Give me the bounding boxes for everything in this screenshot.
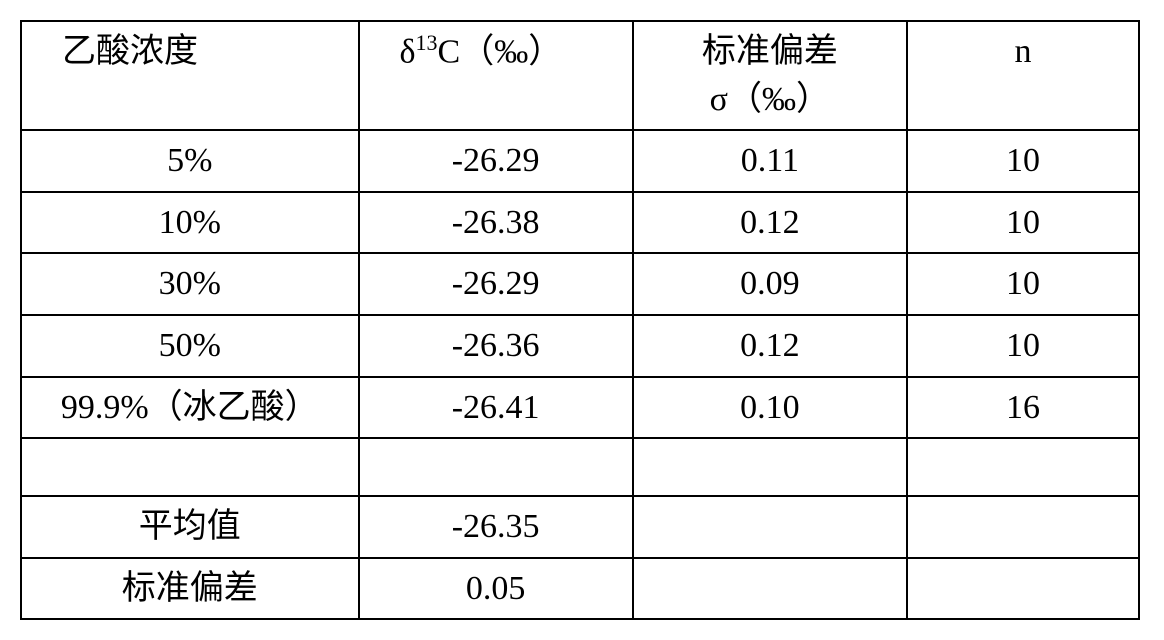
table-cell: 10 xyxy=(907,315,1139,377)
table-cell xyxy=(633,558,907,620)
table-cell: 5% xyxy=(21,130,359,192)
table-cell: 0.09 xyxy=(633,253,907,315)
table-cell xyxy=(907,558,1139,620)
table-cell: 0.05 xyxy=(359,558,633,620)
table-header-row: 乙酸浓度 δ13C（‰） 标准偏差σ（‰） n xyxy=(21,21,1139,130)
table-cell: 30% xyxy=(21,253,359,315)
table-row: 50%-26.360.1210 xyxy=(21,315,1139,377)
table-body: 5%-26.290.111010%-26.380.121030%-26.290.… xyxy=(21,130,1139,619)
table-cell: 10 xyxy=(907,130,1139,192)
table-row xyxy=(21,438,1139,496)
table-cell: 50% xyxy=(21,315,359,377)
table-cell: 0.10 xyxy=(633,377,907,439)
table-cell: 10 xyxy=(907,192,1139,254)
data-table: 乙酸浓度 δ13C（‰） 标准偏差σ（‰） n 5%-26.290.111010… xyxy=(20,20,1140,620)
table-row: 99.9%（冰乙酸）-26.410.1016 xyxy=(21,377,1139,439)
table-cell xyxy=(907,438,1139,496)
table-row: 30%-26.290.0910 xyxy=(21,253,1139,315)
col-header-n: n xyxy=(907,21,1139,130)
table-cell: 99.9%（冰乙酸） xyxy=(21,377,359,439)
table-row: 5%-26.290.1110 xyxy=(21,130,1139,192)
table-cell: 0.11 xyxy=(633,130,907,192)
table-cell: 0.12 xyxy=(633,315,907,377)
table-cell xyxy=(633,496,907,558)
table-row: 平均值-26.35 xyxy=(21,496,1139,558)
table-cell: 10 xyxy=(907,253,1139,315)
col-header-delta13c: δ13C（‰） xyxy=(359,21,633,130)
table-cell: 0.12 xyxy=(633,192,907,254)
table-cell: -26.41 xyxy=(359,377,633,439)
table-cell: 平均值 xyxy=(21,496,359,558)
col-header-stddev: 标准偏差σ（‰） xyxy=(633,21,907,130)
table-cell xyxy=(633,438,907,496)
table-cell: 标准偏差 xyxy=(21,558,359,620)
table-cell xyxy=(359,438,633,496)
table-cell xyxy=(21,438,359,496)
table-cell: -26.29 xyxy=(359,130,633,192)
table-cell: -26.35 xyxy=(359,496,633,558)
table-cell: -26.36 xyxy=(359,315,633,377)
col-header-concentration: 乙酸浓度 xyxy=(21,21,359,130)
table-cell: 16 xyxy=(907,377,1139,439)
table-cell: 10% xyxy=(21,192,359,254)
table-cell: -26.38 xyxy=(359,192,633,254)
table-cell: -26.29 xyxy=(359,253,633,315)
table-row: 10%-26.380.1210 xyxy=(21,192,1139,254)
table-row: 标准偏差0.05 xyxy=(21,558,1139,620)
table-cell xyxy=(907,496,1139,558)
